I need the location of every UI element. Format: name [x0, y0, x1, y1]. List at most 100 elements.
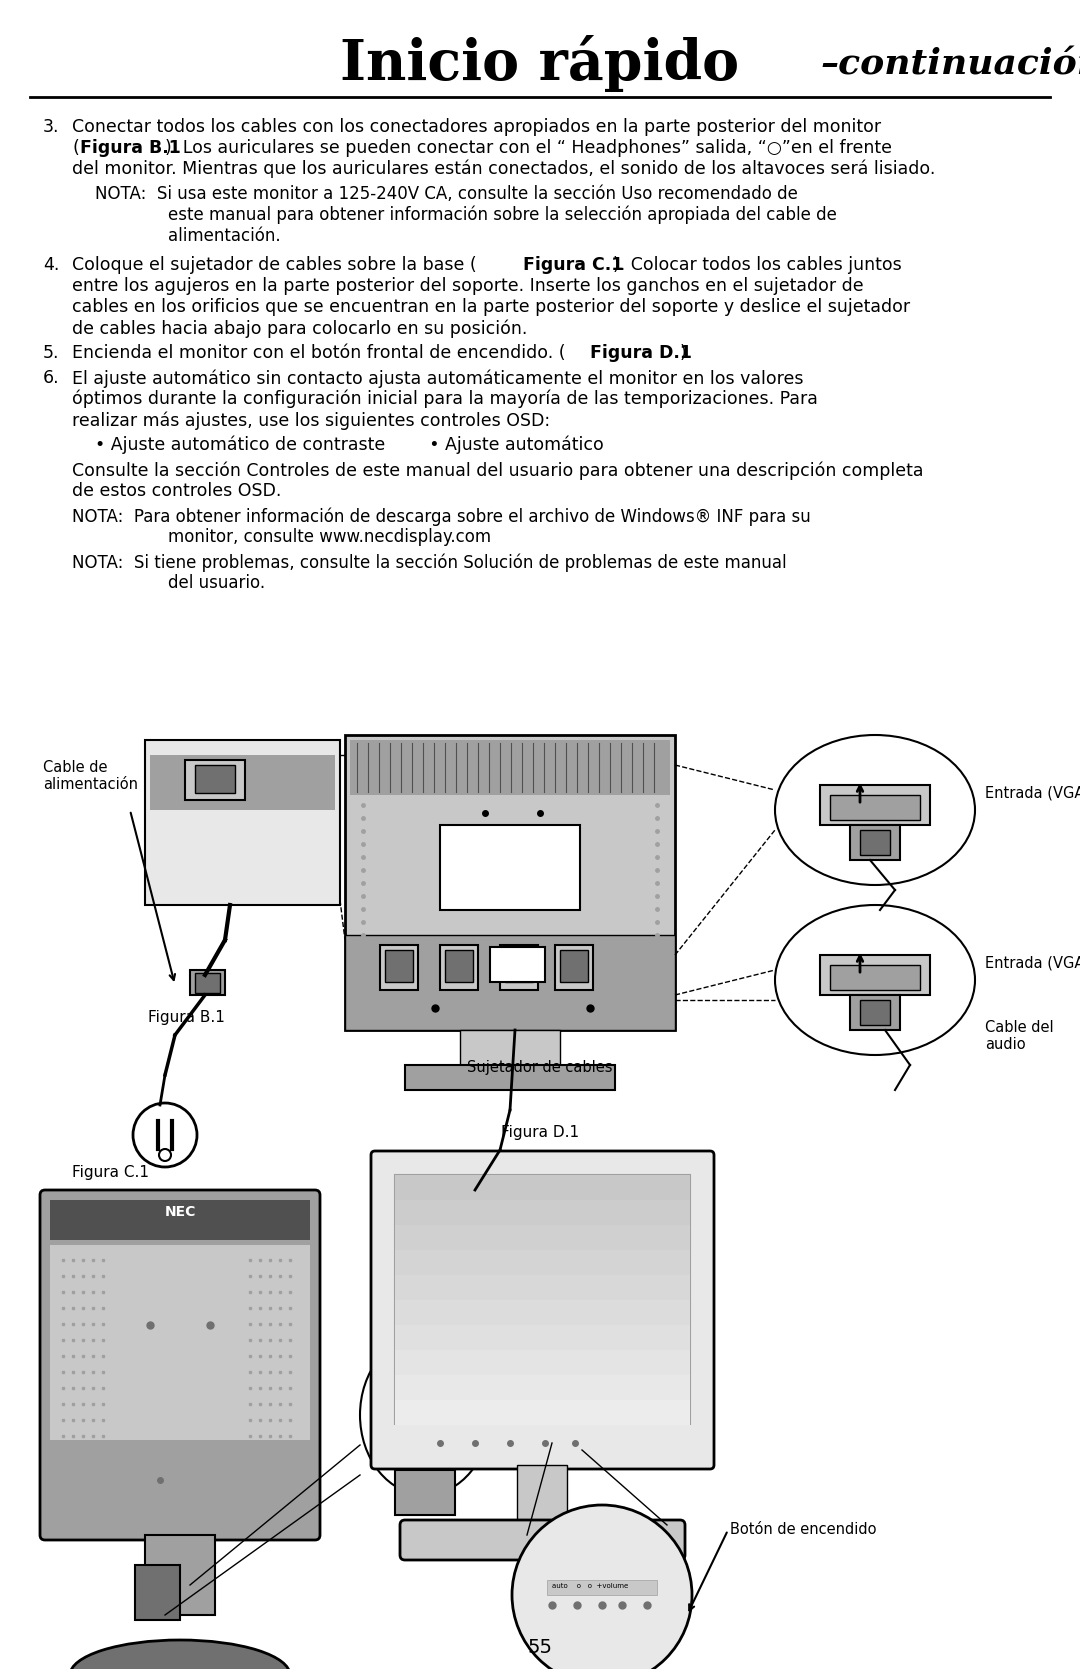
Bar	[185, 759, 245, 799]
Bar	[395, 1300, 690, 1327]
Bar	[384, 950, 413, 981]
Ellipse shape	[360, 1335, 490, 1495]
Text: Figura C.1: Figura C.1	[523, 255, 623, 274]
Text: Entrada (VGA): Entrada (VGA)	[985, 955, 1080, 970]
Text: Figura D.1: Figura D.1	[501, 1125, 579, 1140]
Text: NOTA:  Si usa este monitor a 125-240V CA, consulte la sección Uso recomendado de: NOTA: Si usa este monitor a 125-240V CA,…	[95, 185, 798, 204]
Bar	[820, 784, 930, 824]
Bar	[150, 754, 335, 809]
Bar	[395, 1275, 690, 1302]
Ellipse shape	[70, 1641, 291, 1669]
Bar	[135, 1566, 180, 1621]
Bar	[490, 946, 545, 981]
Text: 3.: 3.	[43, 118, 59, 135]
Text: óptimos durante la configuración inicial para la mayoría de las temporizaciones.: óptimos durante la configuración inicial…	[72, 391, 818, 409]
Text: auto    o   o  +volume: auto o o +volume	[552, 1582, 629, 1589]
Text: Coloque el sujetador de cables sobre la base (: Coloque el sujetador de cables sobre la …	[72, 255, 476, 274]
Bar	[546, 1581, 657, 1596]
Bar	[410, 1395, 440, 1430]
Circle shape	[159, 1148, 171, 1162]
Bar	[460, 1030, 561, 1065]
Text: NEC: NEC	[164, 1205, 195, 1218]
Bar	[850, 995, 900, 1030]
Text: Cable del
audio: Cable del audio	[985, 1020, 1054, 1053]
Text: ). Los auriculares se pueden conectar con el “ Headphones” salida, “○”en el fren: ). Los auriculares se pueden conectar co…	[165, 139, 892, 157]
Text: 4.: 4.	[43, 255, 59, 274]
Text: Consulte la sección Controles de este manual del usuario para obtener una descri: Consulte la sección Controles de este ma…	[72, 461, 923, 479]
Text: de cables hacia abajo para colocarlo en su posición.: de cables hacia abajo para colocarlo en …	[72, 319, 527, 337]
Bar	[145, 1535, 215, 1616]
Ellipse shape	[775, 734, 975, 885]
Bar	[445, 950, 473, 981]
Bar	[850, 824, 900, 860]
Bar	[145, 739, 340, 905]
Text: Inicio rápido: Inicio rápido	[340, 35, 740, 92]
Text: ): )	[680, 344, 687, 362]
Text: 5.: 5.	[43, 344, 59, 362]
Bar	[517, 1465, 567, 1535]
Text: Figura D.1: Figura D.1	[590, 344, 692, 362]
Bar	[440, 824, 580, 910]
Bar	[860, 829, 890, 855]
Text: Conectar todos los cables con los conectadores apropiados en la parte posterior : Conectar todos los cables con los conect…	[72, 118, 881, 135]
Text: Figura B.1: Figura B.1	[80, 139, 180, 157]
Bar	[380, 945, 418, 990]
Text: Encienda el monitor con el botón frontal de encendido. (: Encienda el monitor con el botón frontal…	[72, 344, 566, 362]
Circle shape	[512, 1505, 692, 1669]
Text: monitor, consulte www.necdisplay.com: monitor, consulte www.necdisplay.com	[168, 527, 491, 546]
Circle shape	[133, 1103, 197, 1167]
Bar	[831, 794, 920, 819]
Bar	[190, 970, 225, 995]
Bar	[820, 955, 930, 995]
Text: • Ajuste automático de contraste        • Ajuste automático: • Ajuste automático de contraste • Ajust…	[95, 436, 604, 454]
Text: entre los agujeros en la parte posterior del soporte. Inserte los ganchos en el : entre los agujeros en la parte posterior…	[72, 277, 864, 295]
Bar	[195, 764, 235, 793]
Bar	[345, 935, 675, 1030]
Bar	[405, 1065, 615, 1090]
Text: Figura C.1: Figura C.1	[72, 1165, 149, 1180]
Text: El ajuste automático sin contacto ajusta automáticamente el monitor en los valor: El ajuste automático sin contacto ajusta…	[72, 369, 804, 387]
Bar	[380, 1425, 705, 1460]
Bar	[350, 739, 670, 794]
Bar	[555, 945, 593, 990]
Text: Entrada (VGA): Entrada (VGA)	[985, 786, 1080, 801]
Bar	[505, 950, 534, 981]
Bar	[440, 945, 478, 990]
Bar	[50, 1200, 310, 1240]
Bar	[860, 1000, 890, 1025]
Bar	[395, 1350, 690, 1377]
Text: 6.: 6.	[43, 369, 59, 387]
Text: NOTA:  Si tiene problemas, consulte la sección Solución de problemas de este man: NOTA: Si tiene problemas, consulte la se…	[72, 552, 786, 571]
Bar	[395, 1250, 690, 1277]
Bar	[395, 1375, 690, 1402]
Text: NOTA:  Para obtener información de descarga sobre el archivo de Windows® INF par: NOTA: Para obtener información de descar…	[72, 507, 811, 526]
Bar	[50, 1440, 310, 1485]
Text: Cable de
alimentación: Cable de alimentación	[43, 759, 138, 793]
Text: Figura B.1: Figura B.1	[148, 1010, 225, 1025]
Bar	[395, 1175, 690, 1425]
Bar	[500, 945, 538, 990]
Text: de estos controles OSD.: de estos controles OSD.	[72, 482, 282, 501]
Text: Sujetador de cables: Sujetador de cables	[468, 1060, 612, 1075]
Text: –continuación: –continuación	[820, 48, 1080, 82]
Text: del monitor. Mientras que los auriculares están conectados, el sonido de los alt: del monitor. Mientras que los auriculare…	[72, 160, 935, 179]
Bar	[395, 1200, 690, 1227]
Bar	[400, 1385, 450, 1440]
FancyBboxPatch shape	[372, 1152, 714, 1469]
Ellipse shape	[775, 905, 975, 1055]
Bar	[561, 950, 588, 981]
Text: cables en los orificios que se encuentran en la parte posterior del soporte y de: cables en los orificios que se encuentra…	[72, 299, 910, 315]
FancyBboxPatch shape	[400, 1520, 685, 1561]
Text: alimentación.: alimentación.	[168, 227, 281, 245]
Bar	[50, 1245, 310, 1485]
Text: ). Colocar todos los cables juntos: ). Colocar todos los cables juntos	[613, 255, 902, 274]
FancyBboxPatch shape	[345, 734, 675, 1030]
Bar	[831, 965, 920, 990]
Bar	[395, 1175, 690, 1202]
Bar	[195, 973, 220, 993]
Bar	[395, 1325, 690, 1352]
Text: (: (	[72, 139, 79, 157]
Text: realizar más ajustes, use los siguientes controles OSD:: realizar más ajustes, use los siguientes…	[72, 411, 550, 429]
Text: Botón de encendido: Botón de encendido	[730, 1522, 877, 1537]
Bar	[395, 1470, 455, 1515]
